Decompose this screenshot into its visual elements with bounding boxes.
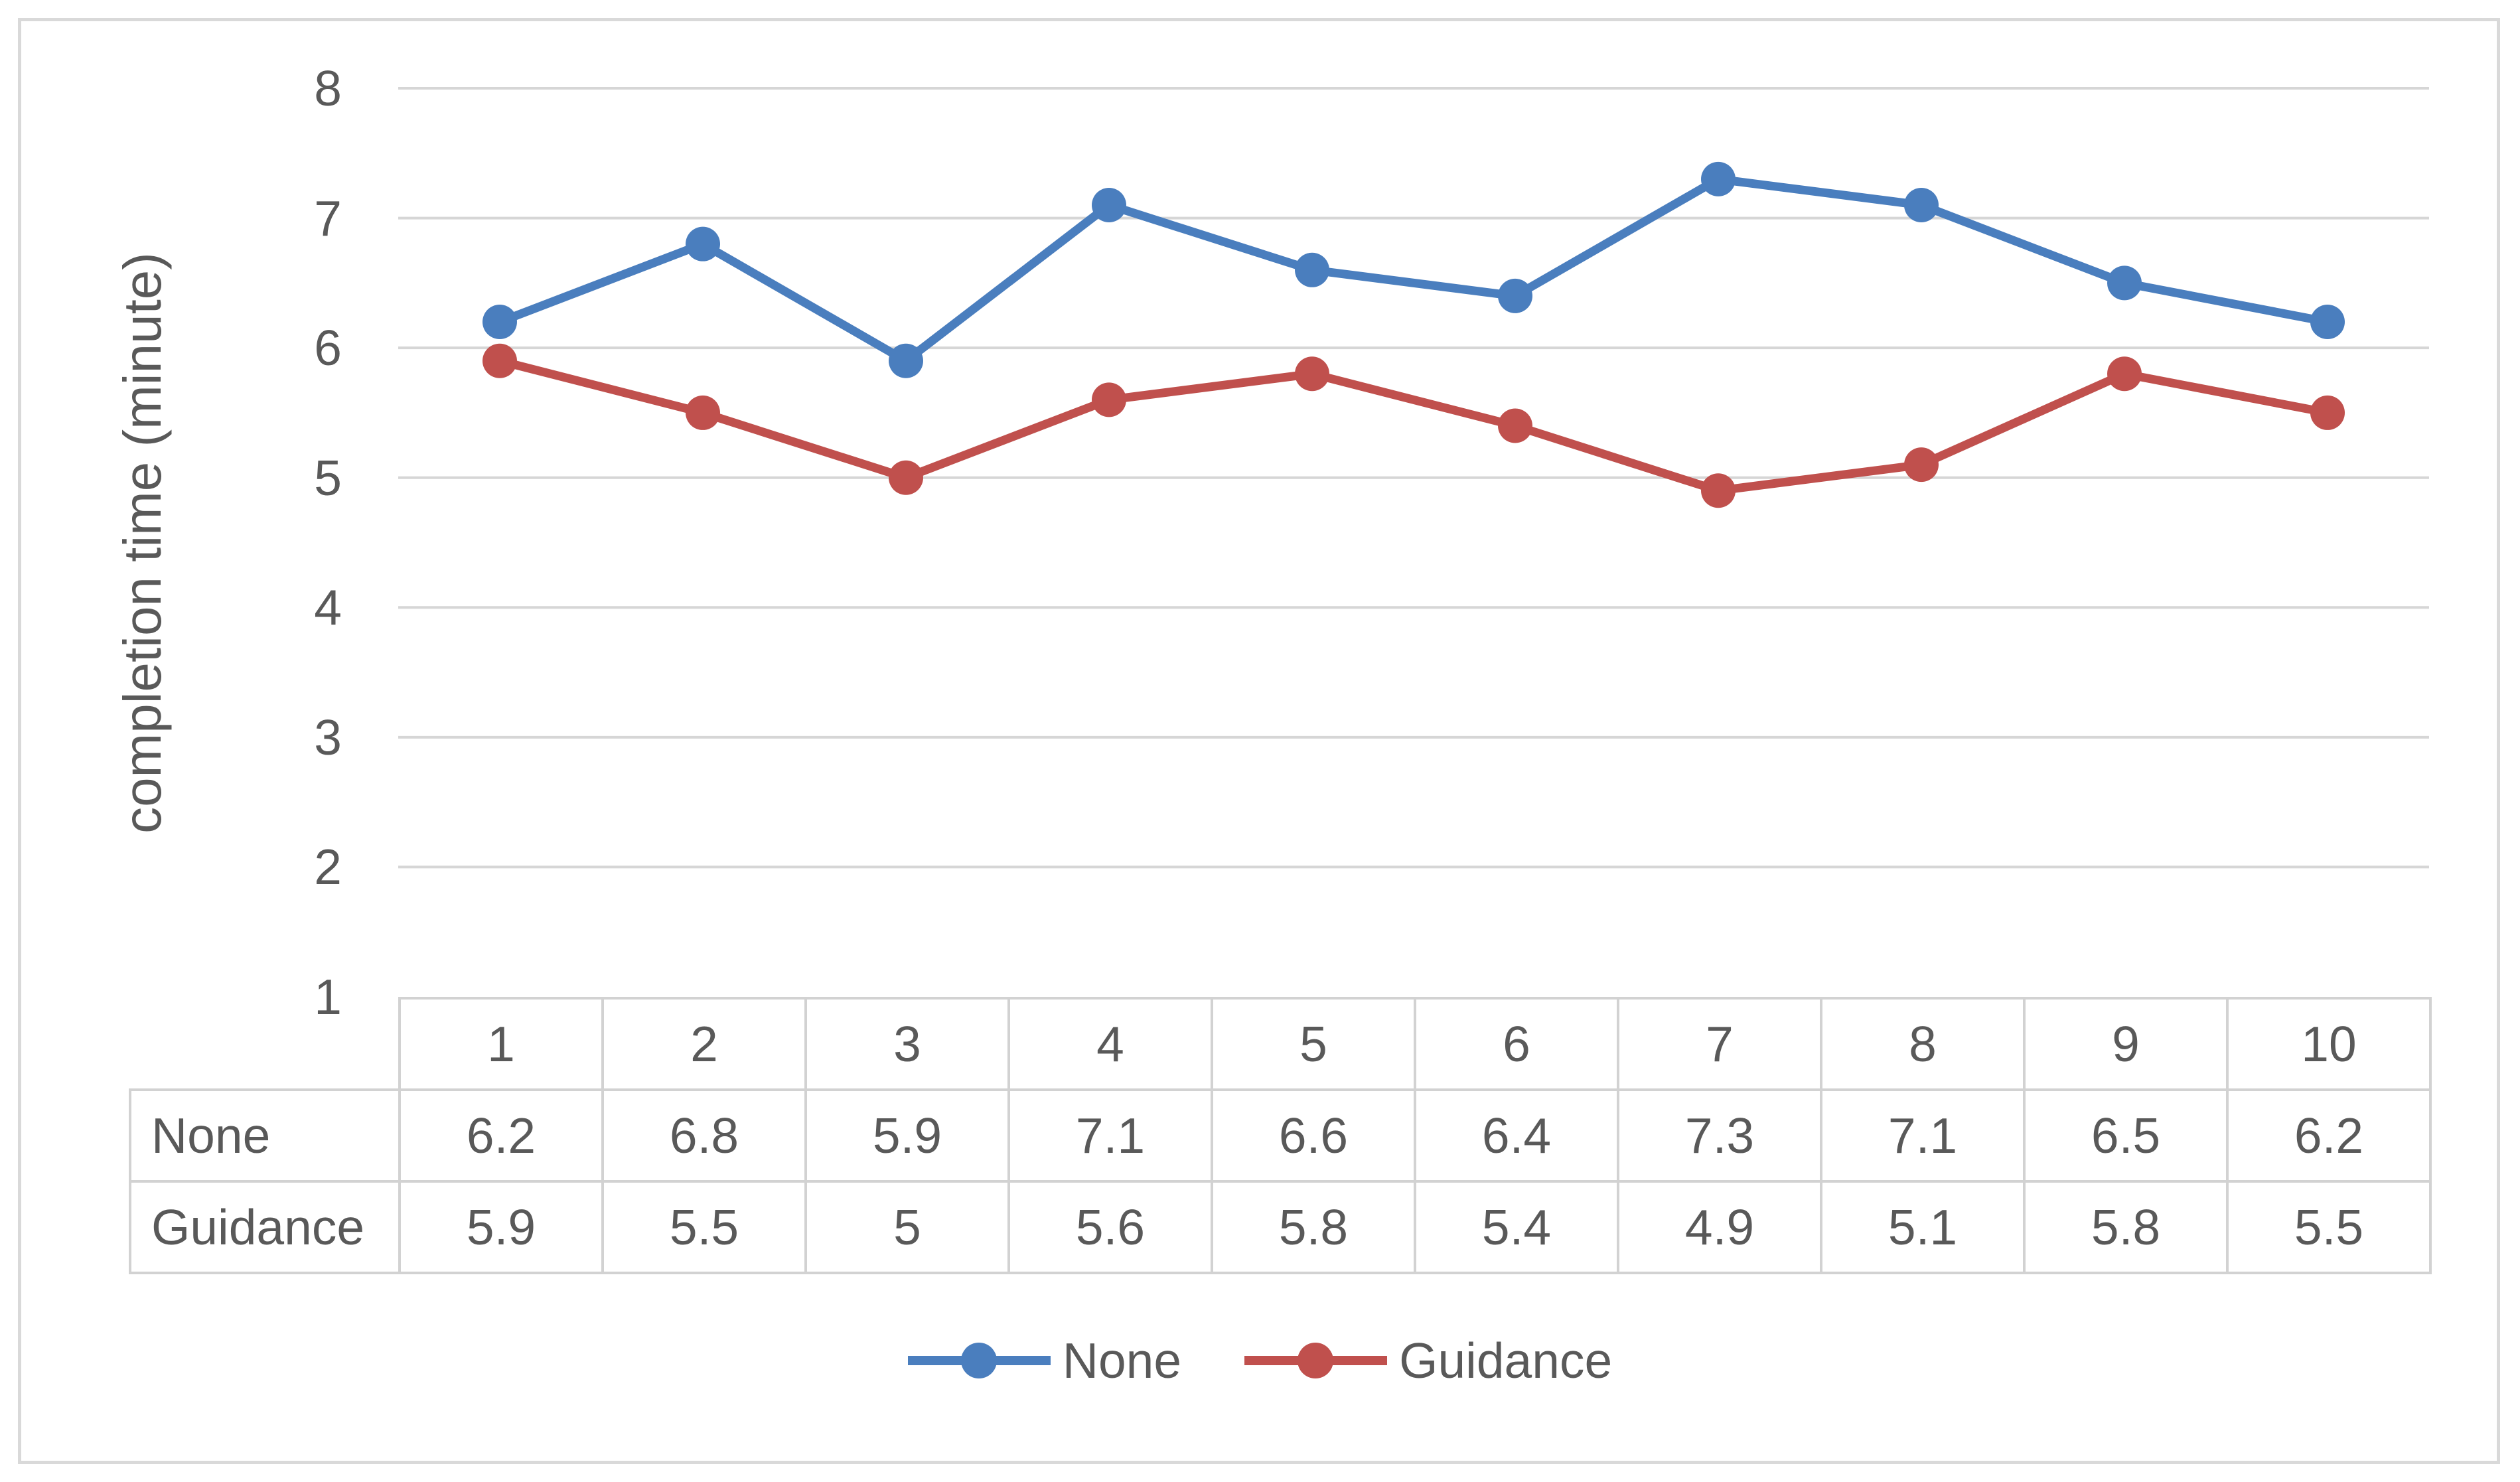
table-row-none: None 6.2 6.8 5.9 7.1 6.6 6.4 7.3 7.1 6.5 6.2 [129,1088,2432,1183]
data-point-none-10 [2310,305,2345,340]
table-cell-guidance-10: 5.5 [2226,1180,2432,1274]
data-point-guidance-2 [686,395,720,430]
data-point-none-2 [686,226,720,261]
table-cell-none-3: 5.9 [804,1088,1010,1183]
table-corner-cell [130,998,400,1090]
y-tick-label-1: 1 [314,969,342,1025]
table-col-header-7: 7 [1617,997,1822,1091]
table-cell-guidance-7: 4.9 [1617,1180,1822,1274]
table-cell-none-8: 7.1 [1820,1088,2026,1183]
table-cell-none-1: 6.2 [398,1088,604,1183]
y-tick-label-6: 6 [314,320,342,376]
legend-item-none: None [907,1332,1182,1389]
data-point-guidance-5 [1295,356,1329,392]
table-cell-none-4: 7.1 [1007,1088,1213,1183]
y-tick-label-2: 2 [314,839,342,895]
data-point-none-7 [1701,161,1736,196]
table-cell-guidance-8: 5.1 [1820,1180,2026,1274]
table-col-header-9: 9 [2023,997,2229,1091]
legend-label-guidance: Guidance [1399,1333,1613,1388]
y-axis-tick-labels: 1 2 3 4 5 6 7 8 [143,0,342,1482]
table-col-header-3: 3 [804,997,1010,1091]
chart-legend: None Guidance [0,1317,2520,1404]
data-point-guidance-4 [1092,382,1126,417]
data-point-guidance-6 [1498,408,1532,443]
table-cell-guidance-3: 5 [804,1180,1010,1274]
data-point-guidance-3 [889,460,923,495]
legend-item-guidance: Guidance [1244,1332,1612,1389]
legend-label-none: None [1062,1333,1182,1388]
data-point-none-4 [1092,188,1126,223]
table-header-row: 1 2 3 4 5 6 7 8 9 10 [130,997,2432,1091]
data-point-none-1 [482,305,517,340]
legend-marker-none [907,1343,1051,1378]
data-point-guidance-10 [2310,395,2345,430]
data-point-guidance-7 [1701,473,1736,508]
data-point-none-6 [1498,278,1532,313]
table-cell-guidance-9: 5.8 [2023,1180,2229,1274]
plot-area [398,87,2429,869]
table-col-header-2: 2 [601,997,807,1091]
table-cell-guidance-1: 5.9 [398,1180,604,1274]
data-point-guidance-8 [1904,447,1939,482]
table-col-header-5: 5 [1211,997,1416,1091]
data-point-guidance-1 [482,343,517,378]
data-point-none-3 [889,343,923,378]
table-cell-guidance-2: 5.5 [601,1180,807,1274]
series-line-none [498,175,2329,366]
table-cell-none-7: 7.3 [1617,1088,1822,1183]
data-point-none-5 [1295,252,1329,287]
table-cell-guidance-5: 5.8 [1211,1180,1416,1274]
table-cell-none-2: 6.8 [601,1088,807,1183]
table-cell-guidance-6: 5.4 [1414,1180,1619,1274]
table-col-header-1: 1 [398,997,604,1091]
table-cell-none-6: 6.4 [1414,1088,1619,1183]
data-point-guidance-9 [2107,356,2142,392]
y-tick-label-7: 7 [314,190,342,246]
table-cell-none-5: 6.6 [1211,1088,1416,1183]
table-col-header-6: 6 [1414,997,1619,1091]
table-cell-none-9: 6.5 [2023,1088,2229,1183]
legend-marker-guidance [1244,1343,1388,1378]
y-tick-label-3: 3 [314,709,342,765]
table-col-header-4: 4 [1007,997,1213,1091]
table-col-header-8: 8 [1820,997,2026,1091]
data-point-none-9 [2107,265,2142,301]
table-row-guidance: Guidance 5.9 5.5 5 5.6 5.8 5.4 4.9 5.1 5.8 5.5 [129,1180,2432,1274]
table-cell-none-10: 6.2 [2226,1088,2432,1183]
y-tick-label-8: 8 [314,60,342,116]
data-point-none-8 [1904,188,1939,223]
y-tick-label-4: 4 [314,579,342,636]
table-row-label-guidance: Guidance [129,1180,401,1274]
series-line-guidance [498,356,2329,495]
table-col-header-10: 10 [2226,997,2432,1091]
y-tick-label-5: 5 [314,449,342,506]
table-cell-guidance-4: 5.6 [1007,1180,1213,1274]
table-row-label-none: None [129,1088,401,1183]
chart-data-table: 1 2 3 4 5 6 7 8 9 10 None 6.2 6.8 5.9 7.1 6.6 6.4 7.3 7.1 6… [129,997,2432,1274]
